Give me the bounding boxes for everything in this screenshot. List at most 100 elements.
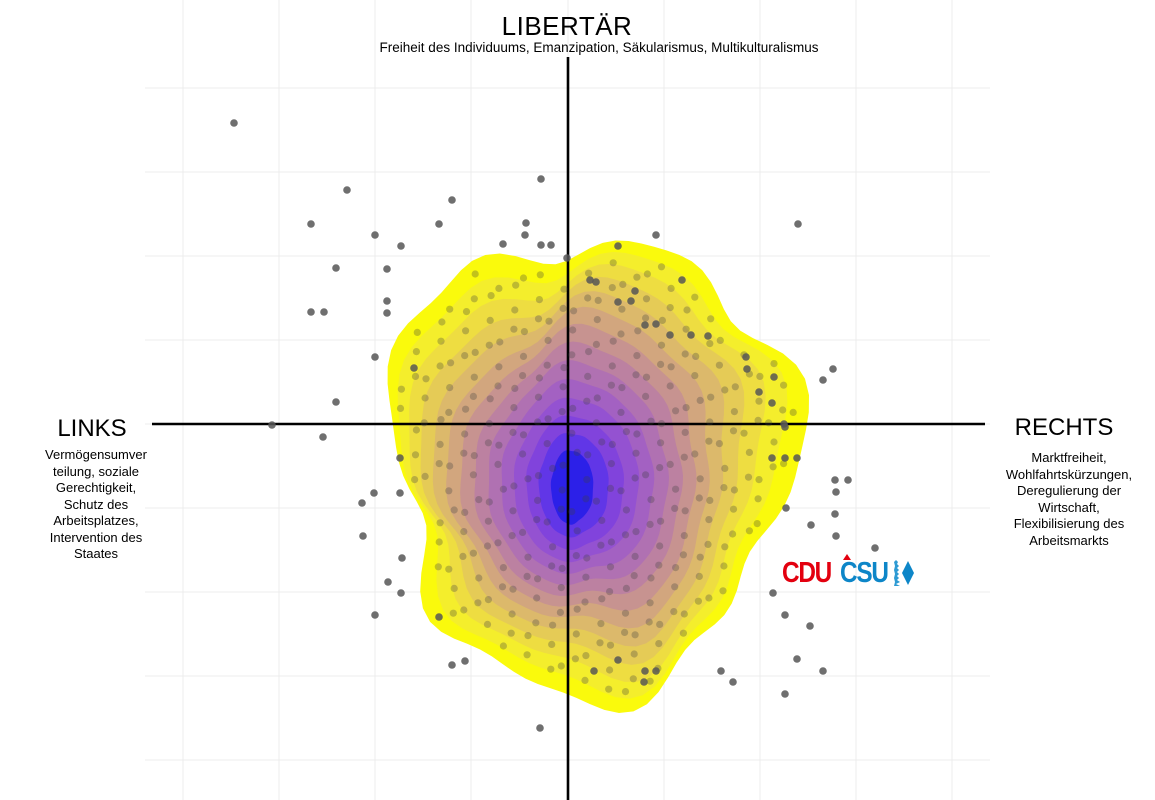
data-point	[460, 606, 468, 614]
data-point	[666, 382, 674, 390]
data-point-outlier	[743, 365, 751, 373]
data-point-outlier	[521, 231, 529, 239]
data-point	[436, 362, 444, 370]
data-point	[573, 527, 581, 535]
data-point	[436, 440, 444, 448]
data-point	[533, 516, 541, 524]
data-point	[632, 528, 640, 536]
data-point	[721, 464, 729, 472]
data-point	[753, 520, 761, 528]
data-point	[597, 541, 605, 549]
data-point	[704, 540, 712, 549]
data-point-outlier	[768, 454, 776, 462]
data-point	[633, 273, 641, 281]
data-point	[647, 574, 655, 582]
data-point	[617, 487, 625, 495]
data-point	[631, 474, 639, 482]
data-point	[509, 428, 517, 436]
data-point	[469, 392, 477, 400]
data-point	[437, 416, 445, 424]
data-point	[557, 505, 565, 513]
data-point	[535, 374, 544, 382]
axis-sublabel-links: Vermögensumver teilung, soziale Gerechti…	[45, 447, 147, 561]
data-point	[721, 543, 729, 551]
data-point	[754, 495, 762, 503]
data-point-outlier	[614, 656, 622, 664]
data-point	[779, 406, 787, 414]
data-point	[682, 404, 690, 412]
data-point-outlier	[592, 278, 600, 286]
data-point	[485, 341, 493, 349]
data-point	[770, 360, 778, 368]
data-point	[695, 572, 703, 581]
data-point	[475, 496, 483, 504]
data-point-outlier	[844, 476, 852, 484]
data-point	[666, 460, 674, 468]
data-point	[582, 495, 590, 503]
data-point	[754, 416, 762, 424]
data-point	[581, 598, 589, 606]
data-point	[646, 599, 654, 607]
data-point	[672, 485, 680, 493]
data-point	[621, 609, 630, 617]
data-point	[632, 449, 640, 457]
data-point	[449, 609, 457, 617]
data-point-outlier	[358, 499, 366, 507]
data-point	[598, 595, 606, 603]
data-point	[536, 271, 544, 279]
data-point	[446, 305, 454, 313]
data-point-outlier	[435, 613, 443, 621]
data-point-outlier	[384, 578, 392, 586]
data-point	[560, 364, 568, 372]
data-point-outlier	[819, 376, 827, 384]
data-point	[680, 453, 688, 461]
data-point	[524, 632, 532, 640]
data-point	[519, 352, 528, 360]
data-point	[535, 296, 544, 304]
data-point	[608, 284, 616, 292]
data-point	[534, 575, 542, 583]
data-point	[585, 269, 593, 277]
data-point	[549, 621, 557, 629]
data-point	[533, 594, 541, 602]
data-point	[450, 584, 458, 593]
data-point	[573, 605, 581, 613]
data-point	[789, 408, 797, 416]
axis-sublabel-libertaer: Freiheit des Individuums, Emanzipation, …	[379, 40, 819, 55]
csu-wordmark: CSU	[840, 556, 889, 589]
data-point	[633, 352, 641, 360]
data-point	[543, 518, 551, 526]
data-point	[705, 437, 713, 445]
data-point	[560, 285, 568, 293]
data-point	[474, 599, 482, 607]
data-point	[585, 348, 593, 356]
data-point	[681, 428, 689, 436]
data-point	[557, 584, 565, 592]
data-point	[632, 371, 640, 379]
data-point	[462, 308, 471, 316]
data-point	[436, 519, 444, 527]
data-point	[568, 351, 576, 359]
data-point	[495, 284, 503, 292]
data-point	[706, 496, 714, 504]
data-point-outlier	[614, 298, 622, 306]
data-point-outlier	[307, 220, 315, 228]
data-point	[446, 462, 454, 470]
data-point	[618, 384, 626, 392]
data-point	[606, 563, 615, 571]
data-point-outlier	[769, 589, 777, 597]
data-point-outlier	[782, 504, 790, 512]
data-point	[642, 314, 650, 322]
data-point	[397, 385, 405, 393]
data-point-outlier	[383, 297, 391, 305]
data-point-outlier	[831, 476, 839, 484]
data-point	[691, 293, 699, 301]
data-point	[434, 563, 442, 571]
data-point	[583, 397, 591, 405]
data-point	[556, 608, 565, 617]
data-point	[731, 383, 739, 391]
data-point	[584, 372, 592, 380]
data-point	[656, 464, 664, 472]
data-point	[721, 386, 729, 394]
data-point	[499, 642, 507, 650]
